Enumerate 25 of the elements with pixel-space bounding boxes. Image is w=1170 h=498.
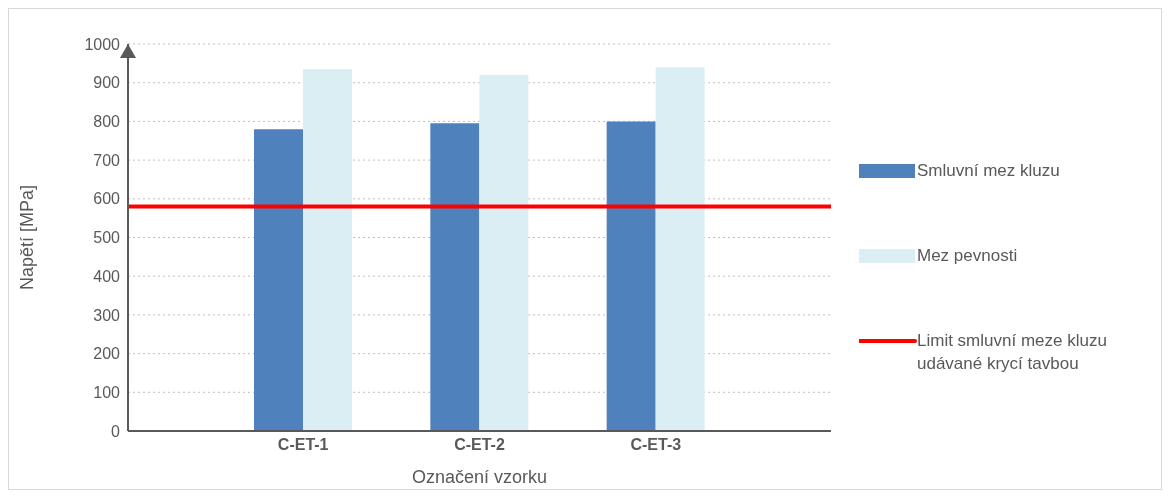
x-tick-label: C-ET-2 bbox=[454, 436, 505, 454]
y-tick-label: 300 bbox=[93, 306, 121, 324]
y-tick-label: 500 bbox=[93, 229, 121, 247]
y-axis-title: Napětí [MPa] bbox=[17, 184, 38, 291]
bar bbox=[430, 123, 480, 431]
y-tick-label: 100 bbox=[93, 383, 121, 401]
y-tick-label: 600 bbox=[93, 190, 121, 208]
bar bbox=[303, 69, 352, 431]
legend-label: Limit smluvní meze kluzu udávané krycí tavbou bbox=[917, 330, 1108, 375]
y-tick-label: 0 bbox=[111, 422, 121, 440]
legend-label: Smluvní mez kluzu bbox=[917, 160, 1061, 182]
x-axis-title: Označení vzorku bbox=[411, 467, 548, 487]
bar bbox=[606, 121, 656, 431]
bar bbox=[479, 74, 529, 431]
y-tick-label: 200 bbox=[93, 345, 121, 363]
x-tick-label: C-ET-3 bbox=[630, 436, 682, 454]
x-tick-label: C-ET-1 bbox=[277, 436, 329, 454]
y-tick-label: 400 bbox=[93, 267, 121, 285]
y-tick-label: 900 bbox=[93, 74, 121, 92]
legend-label: Mez pevnosti bbox=[917, 245, 1019, 267]
bar bbox=[655, 67, 705, 431]
y-tick-label: 1000 bbox=[84, 35, 121, 53]
bar bbox=[254, 129, 303, 431]
y-tick-label: 700 bbox=[93, 151, 121, 169]
y-tick-label: 800 bbox=[93, 113, 121, 131]
